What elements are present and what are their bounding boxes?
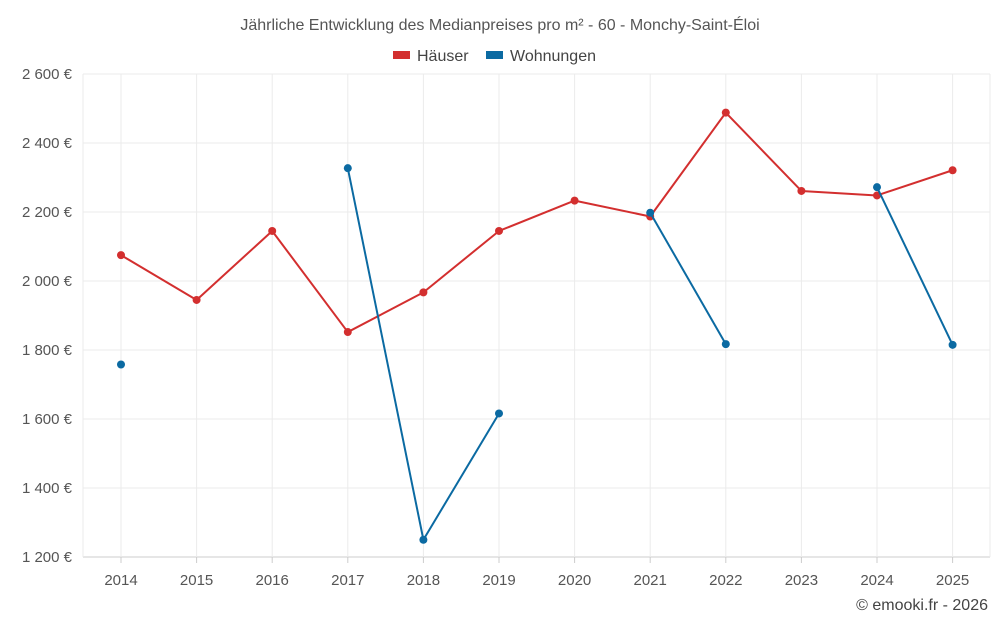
credit-text: © emooki.fr - 2026 — [856, 597, 988, 614]
data-point[interactable] — [797, 186, 806, 195]
x-tick-label: 2016 — [256, 572, 289, 589]
chart-title: Jährliche Entwicklung des Medianpreises … — [240, 15, 759, 34]
series-line — [120, 111, 953, 334]
series-line — [649, 212, 727, 345]
y-tick-label: 1 800 € — [22, 342, 73, 359]
data-point[interactable] — [343, 328, 352, 337]
y-tick-label: 1 200 € — [22, 549, 73, 566]
data-point[interactable] — [117, 251, 125, 260]
x-tick-label: 2025 — [936, 572, 969, 589]
data-point[interactable] — [268, 226, 277, 235]
data-point[interactable] — [873, 183, 881, 192]
x-tick-label: 2021 — [634, 572, 667, 589]
data-point[interactable] — [343, 164, 352, 173]
y-tick-label: 1 600 € — [22, 411, 73, 428]
data-point[interactable] — [419, 535, 428, 544]
data-point[interactable] — [570, 196, 579, 205]
series-group — [117, 108, 957, 544]
data-point[interactable] — [948, 166, 957, 175]
x-tick-label: 2018 — [407, 572, 440, 589]
legend-label[interactable]: Häuser — [417, 48, 469, 65]
x-tick-label: 2022 — [709, 572, 742, 589]
data-point[interactable] — [646, 208, 655, 217]
y-axis: 1 200 € 1 400 € 1 600 € 1 800 € 2 000 € 2 200… — [22, 66, 73, 566]
legend-label[interactable]: Wohnungen — [510, 48, 596, 65]
data-point[interactable] — [495, 409, 503, 418]
data-point[interactable] — [495, 226, 503, 235]
y-tick-label: 2 000 € — [22, 273, 73, 290]
data-point[interactable] — [948, 340, 957, 349]
x-tick-label: 2024 — [860, 572, 893, 589]
data-point[interactable] — [192, 295, 201, 304]
series-line — [876, 186, 954, 346]
x-tick-label: 2023 — [785, 572, 818, 589]
x-tick-label: 2014 — [104, 572, 137, 589]
grid — [82, 73, 991, 558]
data-point[interactable] — [721, 108, 730, 117]
legend-swatch[interactable] — [393, 51, 410, 59]
y-tick-label: 1 400 € — [22, 480, 73, 497]
x-tick-label: 2020 — [558, 572, 591, 589]
series-1 — [117, 164, 957, 544]
legend[interactable]: Häuser Wohnungen — [393, 48, 596, 65]
x-tick-label: 2017 — [331, 572, 364, 589]
x-tick-label: 2019 — [482, 572, 515, 589]
data-point[interactable] — [117, 360, 125, 369]
legend-swatch[interactable] — [486, 51, 503, 59]
y-tick-label: 2 200 € — [22, 204, 73, 221]
y-tick-label: 2 400 € — [22, 135, 73, 152]
data-point[interactable] — [721, 340, 730, 349]
x-axis: 2014 2015 2016 2017 2018 2019 2020 2021 2022 2023… — [104, 557, 969, 589]
data-point[interactable] — [419, 288, 428, 297]
x-tick-label: 2015 — [180, 572, 213, 589]
y-tick-label: 2 600 € — [22, 66, 73, 83]
